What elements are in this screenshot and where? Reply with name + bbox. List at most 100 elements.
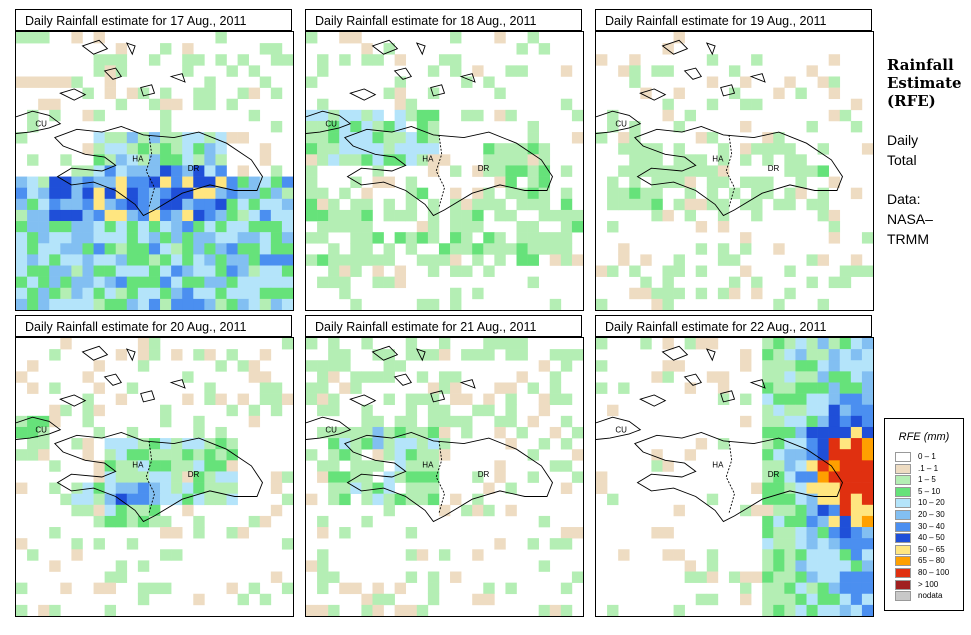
rainfall-cell [193,198,205,211]
rainfall-cell [784,360,796,372]
rainfall-cell [361,604,373,616]
rainfall-cell [193,254,205,266]
rainfall-cell [861,482,873,494]
rainfall-cell [148,254,161,266]
island-coastline [81,345,109,361]
rainfall-cell [784,349,796,361]
rainfall-cell [806,254,818,266]
rainfall-cell [662,287,674,300]
rainfall-cell [372,154,384,166]
rainfall-cell [82,254,94,266]
rainfall-cell [71,76,83,88]
rainfall-cell [215,154,227,166]
rainfall-cell [850,571,863,583]
rainfall-cell [226,582,238,595]
rainfall-cell [505,504,517,517]
rainfall-cell [372,132,384,144]
rainfall-cell [27,109,39,122]
country-label: CU [325,426,337,435]
rainfall-cell [27,298,39,310]
rainfall-cell [538,393,551,406]
legend-item: .1 – 1 [895,463,961,475]
rainfall-cell [104,582,117,595]
rainfall-cell [828,449,841,461]
legend-label: 40 – 50 [918,533,945,543]
rainfall-cell [651,287,663,300]
rainfall-cell [784,187,796,200]
rainfall-cell [773,504,785,517]
rainfall-cell [339,54,351,66]
rainfall-cell [317,582,329,595]
rainfall-cell [160,460,172,472]
rainfall-cell [160,298,172,310]
rainfall-cell [438,338,451,350]
rainfall-cell [505,165,517,177]
rainfall-cell [795,515,807,528]
rainfall-cell [806,426,818,439]
rainfall-cell [350,265,362,277]
rainfall-cell [405,449,418,461]
rainfall-cell [640,198,652,211]
rainfall-cell [383,393,395,406]
rainfall-cell [527,254,539,266]
rainfall-cell [148,265,161,277]
rainfall-cell [850,460,863,472]
hispaniola-coastline [633,432,844,523]
rainfall-cell [817,209,829,222]
rainfall-cell [306,176,318,188]
rainfall-cell [270,165,283,177]
island-coastline [349,394,377,407]
rainfall-cell [270,265,283,277]
rainfall-cell [49,527,61,539]
rainfall-cell [461,76,473,88]
rainfall-cell [171,187,183,200]
rainfall-cell [383,176,395,188]
rainfall-cell [126,449,139,461]
rainfall-cell [740,360,752,372]
rainfall-cell [137,449,150,461]
rainfall-cell [795,549,807,561]
rainfall-cell [171,132,183,144]
rainfall-cell [784,382,796,394]
rainfall-cell [171,287,183,300]
rainfall-cell [328,571,340,583]
rainfall-cell [538,198,551,211]
rainfall-cell [571,426,583,439]
rainfall-cell [137,187,150,200]
rainfall-cell [427,426,440,439]
rainfall-cell [372,265,384,277]
rainfall-cell [60,176,72,188]
rainfall-cell [762,404,774,417]
rainfall-cell [339,109,351,122]
rainfall-cell [215,482,227,494]
rainfall-cell [483,393,495,406]
rainfall-cell [662,549,674,561]
rainfall-cell [215,449,227,461]
rainfall-cell [560,209,573,222]
hispaniola-coastline [53,126,264,217]
rainfall-cell [405,393,418,406]
rainfall-cell [795,438,807,450]
rainfall-cell [71,298,83,310]
rainfall-cell [281,287,293,300]
rainfall-cell [784,515,796,528]
island-coastline [415,42,426,56]
rainfall-cell [850,98,863,111]
rainfall-cell [237,593,249,606]
rainfall-cell [662,176,674,188]
rainfall-cell [527,382,539,394]
rainfall-cell [450,393,462,406]
rainfall-cell [640,254,652,266]
island-coastline [720,84,736,97]
country-label: DR [188,164,200,173]
rainfall-cell [472,65,484,77]
rainfall-cell [494,165,506,177]
rainfall-cell [839,449,852,461]
rainfall-cell [182,298,194,310]
rainfall-cell [773,460,785,472]
rainfall-cell [193,493,205,506]
rainfall-cell [137,232,150,244]
rainfall-cell [684,338,697,350]
rainfall-cell [762,176,774,188]
rainfall-cell [27,382,39,394]
